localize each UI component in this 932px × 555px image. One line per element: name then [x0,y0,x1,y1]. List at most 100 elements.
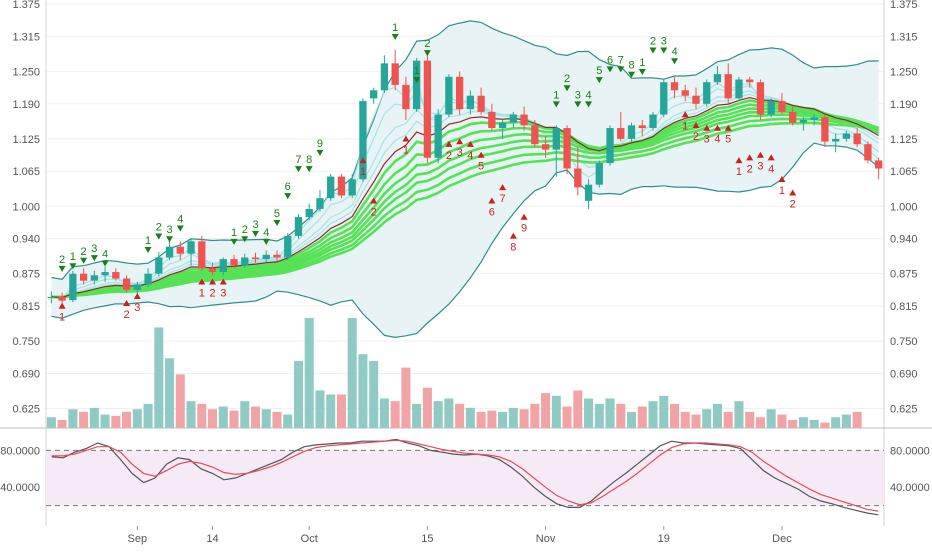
sell-triangle [133,293,141,300]
buy-count-label: 5 [596,65,602,77]
candle-body [767,101,775,115]
volume-bar [57,419,67,428]
candlesticks [47,49,883,305]
candle-body [176,246,184,254]
sell-count-label: 1 [736,166,742,178]
price-tick-label-left: 0.940 [12,234,40,246]
sell-triangle [713,124,721,131]
stoch-tick-label-left: 80.0000 [0,445,40,457]
candle-body [531,125,539,145]
candle-body [413,60,421,110]
price-tick-label-left: 1.315 [12,31,40,43]
candle-body [520,114,528,126]
volume-bar [46,417,56,428]
volume-bar [487,410,497,428]
buy-count-label: 9 [317,138,323,150]
buy-triangle [90,255,98,262]
sell-count-label: 4 [467,150,473,162]
candle-body [359,101,367,180]
buy-count-label: 2 [650,35,656,47]
candle-body [391,63,399,85]
candle-body [842,133,851,139]
volume-bar [143,403,153,428]
volume-bar [444,398,454,428]
volume-bar [809,419,819,428]
volume-bar [379,398,389,428]
sell-count-label: 6 [489,207,495,219]
volume-bar [519,409,529,428]
candle-body [445,76,453,115]
buy-count-label: 3 [252,219,258,231]
signal-ma-line [51,96,879,299]
volume-bar [401,367,411,428]
buy-count-label: 1 [231,227,237,239]
candle-body [47,296,56,298]
sell-count-label: 2 [124,309,130,321]
slow-ema-line [51,121,879,299]
stochastic-panel: 80.0000 80.0000 40.0000 40.0000 [0,438,930,516]
candle-body [219,259,227,273]
candle-body [541,144,550,150]
buy-count-label: 2 [424,38,430,50]
candle-body [703,82,711,104]
sell-triangle [499,184,507,191]
volume-bar [89,407,99,428]
time-tick-label: 19 [658,533,670,545]
candle-body [724,74,732,99]
buy-triangle [166,236,174,243]
buy-triangle [305,166,313,173]
volume-bar [326,394,336,428]
buy-count-label: 4 [585,89,591,101]
candle-body [294,217,303,236]
candle-body [112,272,120,279]
sell-count-label: 5 [478,161,484,173]
time-tick-label: Sep [128,533,148,545]
candle-body [165,246,174,258]
buy-count-label: 8 [628,60,634,72]
volume-bar [240,401,250,428]
candle-body [58,296,66,301]
time-tick-label: Nov [536,533,556,545]
sell-count-label: 2 [446,150,452,162]
buy-triangle [284,193,292,200]
volume-bar [777,414,787,428]
price-tick-label-left: 0.625 [12,404,40,416]
candle-body [337,176,346,196]
sell-triangle [756,151,764,158]
volume-bar [250,406,261,428]
volume-bar [616,403,626,428]
volume-bar [723,411,733,428]
slow-ema-line [51,99,880,299]
sell-triangle [456,138,464,145]
volume-bar [841,414,851,428]
buy-count-label: 3 [91,243,97,255]
volume-bar [820,422,830,428]
candle-body [498,122,507,129]
sell-triangle [778,175,786,182]
sell-count-label: 3 [134,302,140,314]
buy-triangle [262,238,270,245]
candle-body [756,82,765,115]
volume-bar [283,414,293,428]
volume-bar [433,401,443,428]
sell-triangle [735,157,743,164]
buy-triangle [316,149,324,156]
volume-bar [293,360,303,428]
volume-bar [304,318,314,428]
buy-triangle [176,225,184,232]
buy-triangle [552,101,560,108]
buy-triangle [58,265,66,272]
time-tick-label: 15 [421,533,433,545]
stoch-band-fill [46,450,884,506]
candle-body [864,144,872,161]
sell-count-label: 2 [790,198,796,210]
candle-body [133,284,141,290]
time-tick-label: Oct [301,533,318,545]
sell-count-label: 4 [768,163,774,175]
buy-count-label: 4 [102,248,108,260]
candle-body [789,111,797,123]
volume-bar [508,407,518,428]
candle-body [778,101,786,112]
buy-count-label: 1 [414,65,420,77]
buy-count-label: 1 [553,89,559,101]
